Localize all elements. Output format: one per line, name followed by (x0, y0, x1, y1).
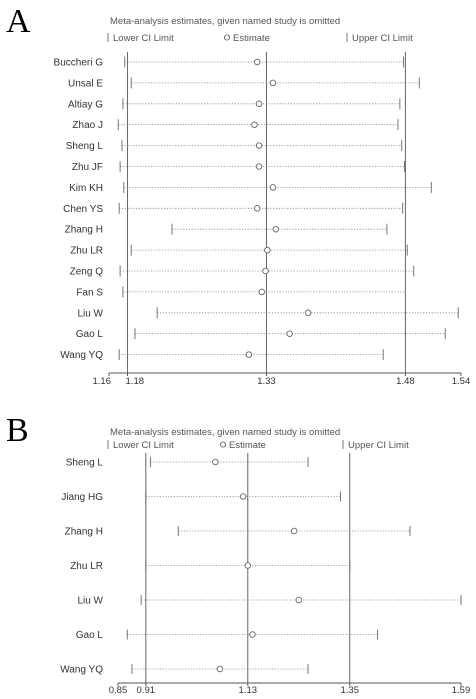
panel-a-study-label: Wang YQ (60, 350, 103, 361)
panel-a-estimate-marker (253, 58, 261, 66)
panel-a-study-label: Gao L (76, 329, 104, 340)
panel-b-estimate-marker (290, 527, 298, 535)
panel-b-study-label: Gao L (76, 630, 104, 641)
panel-b-x-tick-label: 1.13 (239, 685, 258, 696)
panel-b-estimate-marker (244, 562, 252, 569)
panel-a-study-label: Altiay G (68, 99, 103, 110)
panel-a-label: A (6, 3, 31, 40)
panel-a-x-tick-label: 1.54 (452, 376, 471, 387)
panel-b-legend-upper-label: Upper CI Limit (348, 440, 409, 451)
panel-a-x-tick-label: 1.33 (257, 376, 276, 387)
panel-b-label: B (6, 412, 29, 449)
panel-a-estimate-marker (269, 79, 277, 87)
panel-a-estimate-marker (255, 163, 263, 170)
panel-b-study-label: Zhu LR (70, 561, 103, 572)
panel-a-estimate-marker (253, 205, 261, 212)
panel-a-x-tick-label: 1.18 (126, 376, 144, 387)
panel-b-title: Meta-analysis estimates, given named stu… (110, 427, 340, 438)
panel-a-x-tick-label: 1.48 (396, 376, 415, 387)
panel-b-legend-lower-label: Lower CI Limit (113, 440, 174, 451)
panel-a-study-label: Fan S (76, 287, 103, 298)
panel-b-x-tick-label: 0.85 (109, 685, 128, 696)
panel-a-study-label: Sheng L (66, 141, 104, 152)
panel-b-estimate-marker (216, 665, 224, 673)
panel-a-estimate-marker (255, 100, 263, 108)
panel-a-study-label: Unsal E (68, 78, 103, 89)
panel-b-estimate-marker (212, 458, 219, 466)
panel-a-legend-estimate-marker (223, 34, 231, 41)
panel-b-legend-estimate-label: Estimate (229, 440, 266, 451)
panel-a-estimate-marker (245, 351, 253, 358)
panel-a-estimate-marker (304, 309, 312, 317)
panel-b-estimate-marker (249, 631, 256, 638)
panel-a-study-label: Kim KH (69, 183, 103, 194)
panel-b-x-tick-label: 1.59 (452, 685, 471, 696)
panel-a-study-label: Zhu JF (72, 162, 103, 173)
panel-b-study-label: Wang YQ (60, 665, 103, 676)
panel-a-study-label: Zhao J (72, 120, 103, 131)
panel-b-study-label: Zhang H (65, 527, 103, 538)
panel-a-x-tick-label: 1.16 (93, 376, 112, 387)
panel-b-estimate-marker (239, 493, 247, 500)
panel-a-study-label: Zhang H (65, 225, 103, 236)
panel-a-study-label: Buccheri G (54, 58, 104, 69)
panel-a-estimate-marker (258, 288, 266, 296)
panel-a-study-label: Zeng Q (70, 267, 104, 278)
panel-b-study-label: Jiang HG (61, 492, 103, 503)
panel-a-estimate-marker (272, 225, 279, 233)
panel-b-legend-estimate-marker (219, 441, 227, 448)
panel-a-estimate-marker (251, 121, 258, 128)
panel-b-x-tick-label: 1.35 (341, 685, 360, 696)
panel-a-estimate-marker (269, 184, 277, 191)
panel-a-legend-estimate-label: Estimate (233, 33, 270, 44)
panel-b-study-label: Liu W (77, 596, 103, 607)
panel-a-legend-lower-label: Lower CI Limit (113, 33, 174, 44)
panel-b-estimate-marker (295, 596, 303, 604)
panel-a-title: Meta-analysis estimates, given named stu… (110, 16, 340, 27)
panel-b-x-tick-label: 0.91 (137, 685, 156, 696)
panel-a-study-label: Chen YS (63, 204, 103, 215)
panel-b-study-label: Sheng L (66, 458, 104, 469)
panel-a-estimate-marker (262, 267, 269, 275)
panel-a-legend-upper-label: Upper CI Limit (352, 33, 413, 44)
panel-a-estimate-marker (255, 142, 263, 149)
panel-a-estimate-marker (286, 330, 293, 337)
panel-a-estimate-marker (264, 246, 271, 254)
panel-a-study-label: Zhu LR (70, 246, 103, 257)
panel-a-study-label: Liu W (77, 308, 103, 319)
